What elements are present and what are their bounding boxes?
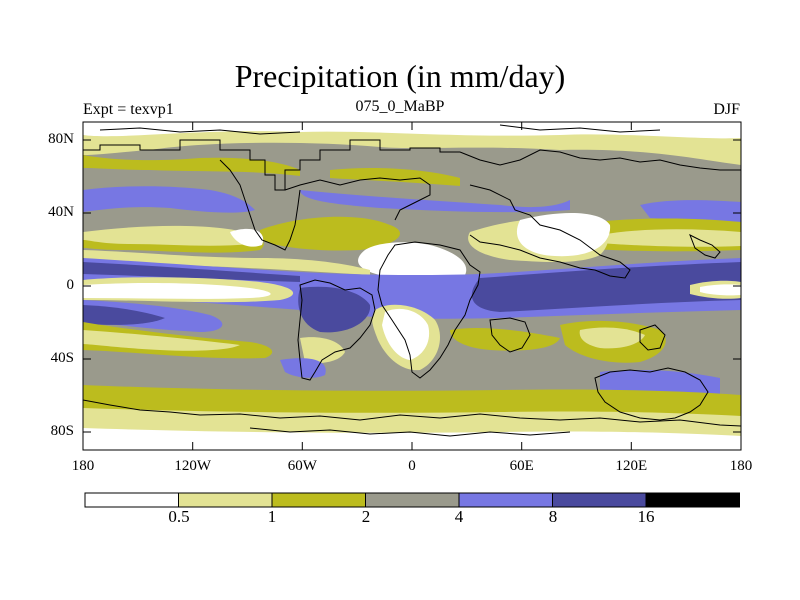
colorbar-swatch xyxy=(178,492,273,508)
map-title: Precipitation (in mm/day) xyxy=(234,58,566,94)
precipitation-field xyxy=(83,122,741,450)
colorbar-swatch xyxy=(84,492,179,508)
colorbar-swatch xyxy=(365,492,460,508)
colorbar-swatch xyxy=(458,492,553,508)
lon-label-60w: 60W xyxy=(287,458,317,474)
longitude-ticks xyxy=(192,122,632,450)
colorbar-label-0-5: 0.5 xyxy=(168,507,190,526)
lon-label-60e: 60E xyxy=(509,458,534,474)
colorbar-swatch xyxy=(271,492,366,508)
lon-label-180w: 180 xyxy=(71,458,95,474)
lon-label-180e: 180 xyxy=(729,458,753,474)
lon-label-120e: 120E xyxy=(615,458,648,474)
colorbar-swatch xyxy=(552,492,647,508)
lat-label-40s: 40S xyxy=(50,350,74,366)
lat-label-40n: 40N xyxy=(48,204,74,220)
colorbar-label-8: 8 xyxy=(548,507,558,526)
latitude-ticks xyxy=(83,139,741,433)
colorbar-label-2: 2 xyxy=(361,507,371,526)
colorbar-swatch xyxy=(645,492,740,508)
experiment-label: Expt = texvp1 xyxy=(83,101,174,118)
colorbar-label-4: 4 xyxy=(454,507,464,526)
colorbar xyxy=(84,492,740,508)
coastline-outlines xyxy=(83,124,741,437)
colorbar-label-16: 16 xyxy=(637,507,655,526)
season-label: DJF xyxy=(713,101,740,118)
lat-label-0: 0 xyxy=(66,277,75,293)
lon-label-0: 0 xyxy=(408,458,416,474)
period-label: 075_0_MaBP xyxy=(355,98,445,115)
lon-label-120w: 120W xyxy=(174,458,212,474)
lat-label-80s: 80S xyxy=(50,423,74,439)
lat-label-80n: 80N xyxy=(48,131,74,147)
colorbar-label-1: 1 xyxy=(267,507,277,526)
